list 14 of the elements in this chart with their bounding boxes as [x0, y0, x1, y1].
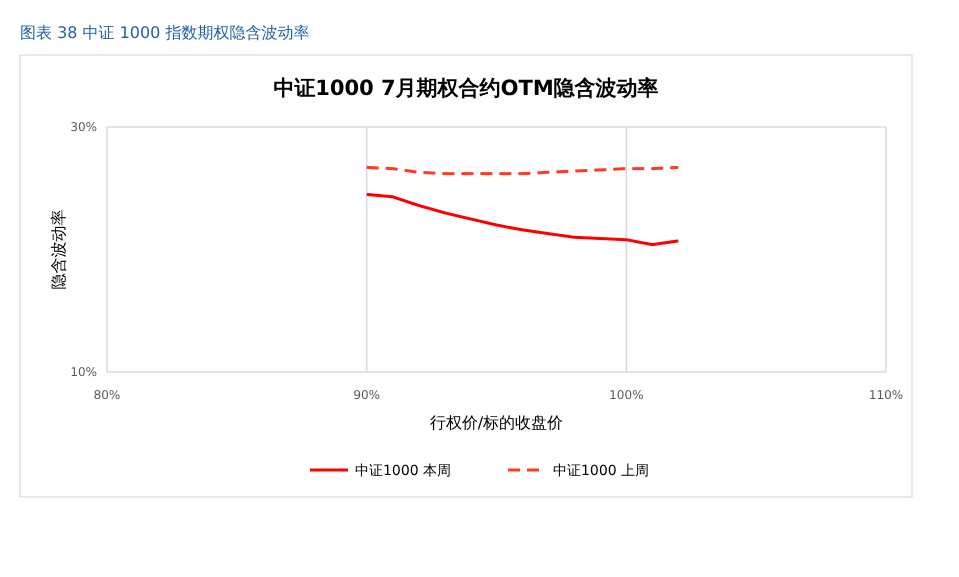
legend-label: 中证1000 本周 — [355, 463, 452, 479]
x-tick-label: 100% — [609, 388, 644, 402]
x-tick-label: 80% — [94, 388, 120, 402]
line-series — [365, 166, 680, 176]
x-tick-label: 90% — [353, 388, 380, 402]
chart-title: 中证1000 7月期权合约OTM隐含波动率 — [273, 76, 659, 100]
text: 图表 38 中证 1000 指数期权隐含波动率 — [20, 23, 310, 42]
x-tick-label: 110% — [868, 388, 904, 402]
y-axis-title: 隐含波动率 — [49, 210, 68, 290]
legend-label: 中证1000 上周 — [553, 463, 650, 479]
y-tick-label: 10% — [70, 365, 97, 379]
y-tick-label: 30% — [70, 120, 97, 134]
line-series — [365, 192, 680, 246]
x-axis-title: 行权价/标的收盘价 — [430, 413, 564, 432]
